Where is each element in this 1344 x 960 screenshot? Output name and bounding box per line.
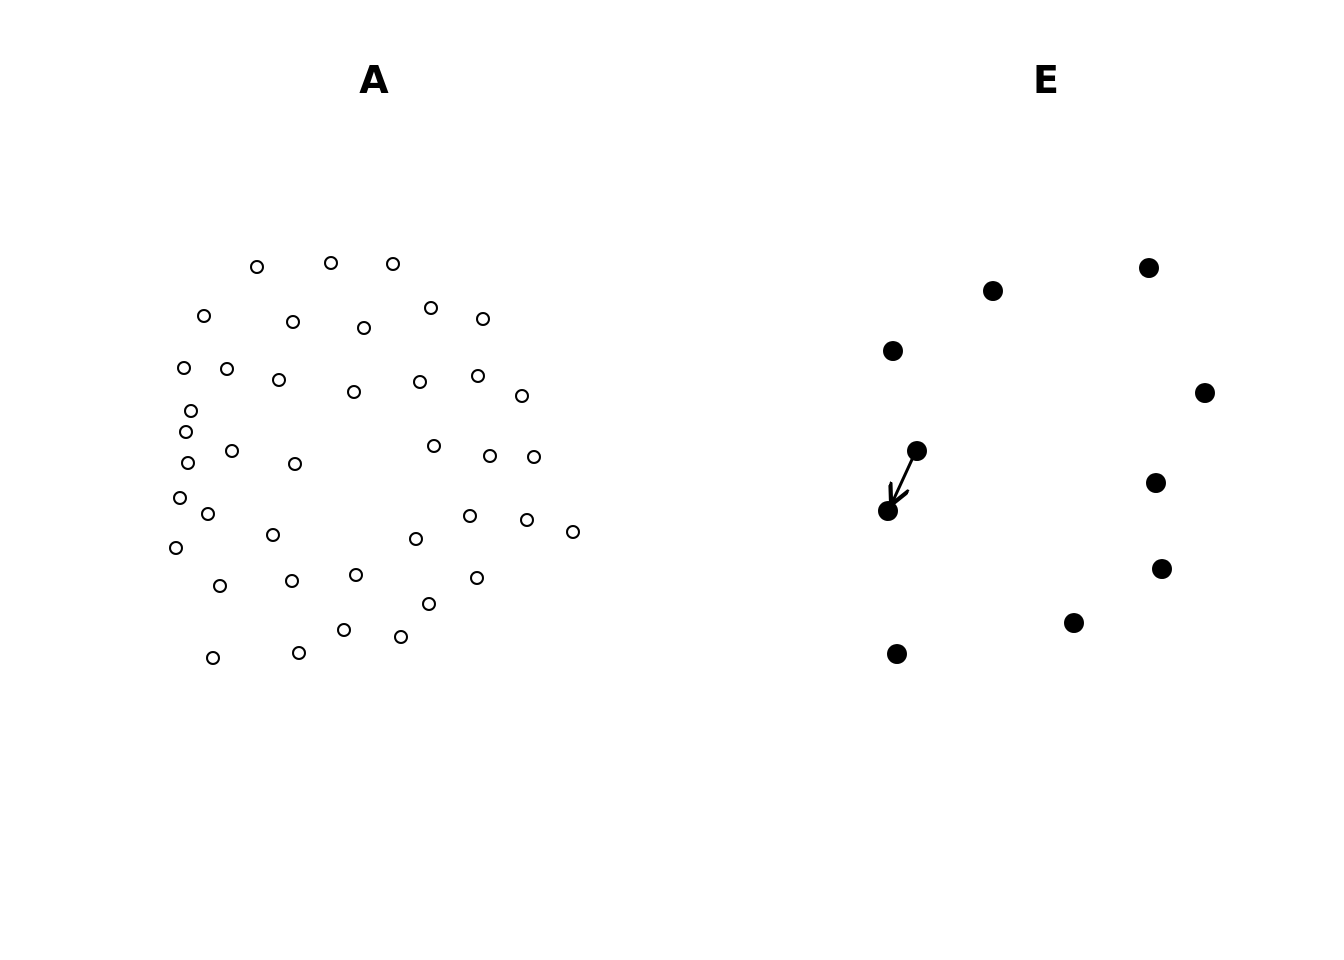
open-dot [394,630,408,644]
filled-dot [1152,559,1172,579]
open-dot [213,579,227,593]
open-dot [288,457,302,471]
filled-dot [878,501,898,521]
filled-dot [1195,383,1215,403]
open-dot [250,260,264,274]
open-dot [197,309,211,323]
panel-e-dots [878,258,1215,664]
open-dot [179,425,193,439]
open-dot [286,315,300,329]
open-dot [476,312,490,326]
filled-dot [983,281,1003,301]
open-dot [173,491,187,505]
open-dot [337,623,351,637]
panel-a: A [169,58,580,665]
open-dot [515,389,529,403]
open-dot [483,449,497,463]
open-dot [413,375,427,389]
open-dot [386,257,400,271]
open-dot [266,528,280,542]
open-dot [427,439,441,453]
open-dot [422,597,436,611]
filled-dot [1064,613,1084,633]
filled-dot [887,644,907,664]
filled-dot [1146,473,1166,493]
open-dot [184,404,198,418]
panel-a-dots [169,256,580,665]
open-dot [292,646,306,660]
open-dot [527,450,541,464]
open-dot [220,362,234,376]
displacement-arrow [892,452,917,503]
open-dot [285,574,299,588]
open-dot [520,513,534,527]
open-dot [225,444,239,458]
open-dot [566,525,580,539]
open-dot [409,532,423,546]
open-dot [324,256,338,270]
open-dot [177,361,191,375]
open-dot [272,373,286,387]
open-dot [463,509,477,523]
filled-dot [1139,258,1159,278]
open-dot [357,321,371,335]
filled-dot [907,441,927,461]
open-dot [206,651,220,665]
filled-dot [883,341,903,361]
panel-e: E [878,58,1215,664]
open-dot [347,385,361,399]
open-dot [169,541,183,555]
open-dot [470,571,484,585]
open-dot [201,507,215,521]
open-dot [471,369,485,383]
open-dot [349,568,363,582]
open-dot [424,301,438,315]
panel-e-title: E [1033,58,1059,102]
panel-a-title: A [359,58,389,102]
open-dot [181,456,195,470]
